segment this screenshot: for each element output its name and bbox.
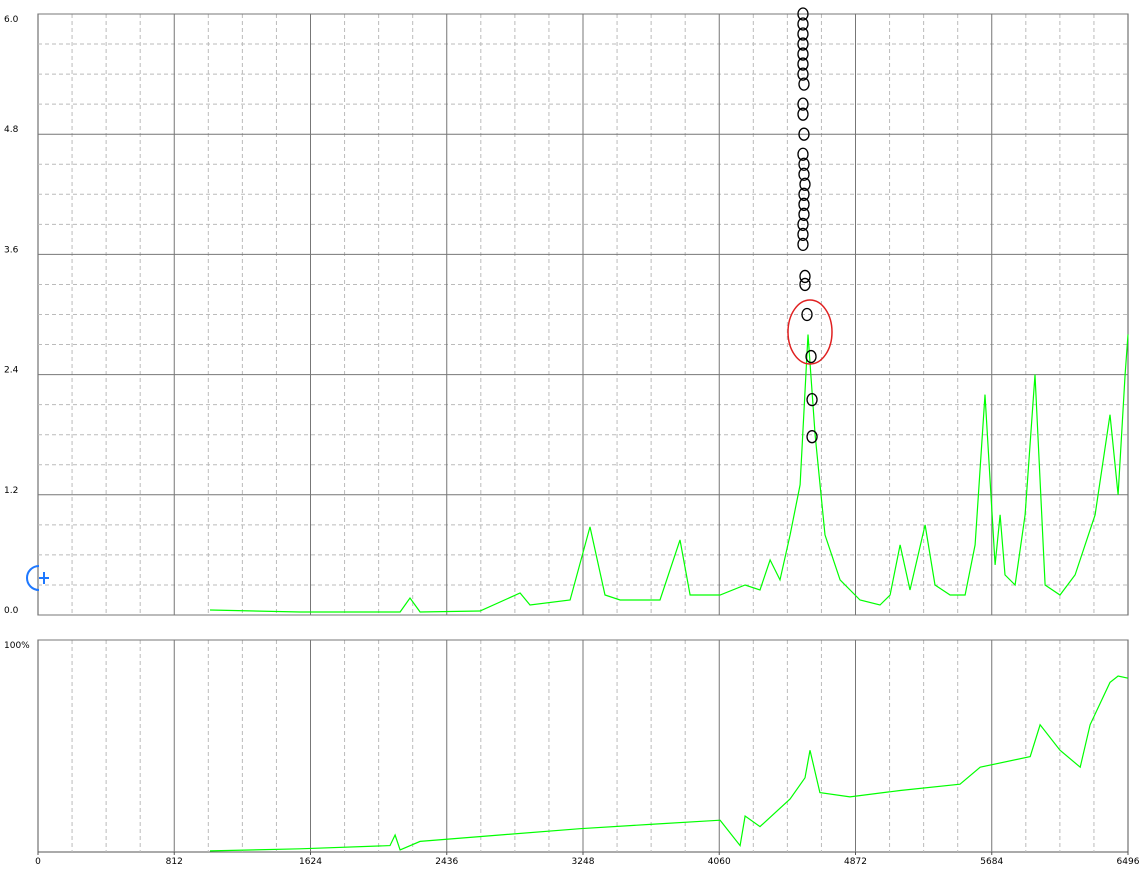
marker	[797, 147, 809, 161]
marker	[798, 167, 810, 181]
x-tick-label: 5684	[980, 857, 1003, 867]
marker	[797, 47, 809, 61]
chart: 100% 0 812 1624 2436 3248 4060 4872 5684 6496	[4, 639, 1140, 867]
x-tick-label: 812	[166, 857, 183, 867]
marker	[798, 157, 810, 171]
x-tick-label: 4060	[708, 857, 731, 867]
y-tick-label: 6.0	[4, 15, 19, 25]
marker	[797, 227, 809, 242]
marker	[798, 207, 810, 221]
marker	[797, 217, 809, 232]
highlight-ring	[787, 299, 833, 365]
marker	[798, 77, 810, 91]
y-tick-label: 1.2	[4, 486, 18, 496]
marker	[797, 37, 809, 51]
marker	[799, 277, 811, 292]
cursor-icon	[26, 565, 49, 591]
marker	[806, 392, 818, 407]
marker	[797, 57, 809, 71]
y-tick-label: 3.6	[4, 245, 19, 255]
marker	[797, 7, 809, 21]
x-tick-label: 3248	[572, 857, 595, 867]
x-tick-label: 4872	[844, 857, 867, 867]
marker	[799, 177, 811, 191]
marker	[797, 67, 809, 81]
marker	[799, 269, 811, 284]
marker	[798, 187, 810, 201]
x-tick-label: 2436	[435, 857, 458, 867]
chart: 0.0 1.2 2.4 3.6 4.8 6.0	[4, 7, 1129, 616]
marker	[805, 349, 817, 364]
icon-arc	[26, 565, 40, 591]
x-tick-label: 1624	[299, 857, 322, 867]
marker	[806, 430, 818, 444]
y-tick-label: 4.8	[4, 125, 19, 135]
y-tick-label: 2.4	[4, 366, 19, 376]
data-line	[209, 675, 1129, 852]
y-tick-label: 100%	[4, 641, 30, 651]
marker	[798, 197, 810, 211]
y-tick-label: 0.0	[4, 606, 19, 616]
marker	[801, 307, 813, 322]
marker	[797, 107, 809, 121]
x-tick-label: 6496	[1117, 857, 1140, 867]
x-tick-label: 0	[35, 857, 41, 867]
charts: 0.0 1.2 2.4 3.6 4.8 6.0 100% 0 812 1624 2436 3248 40…	[4, 7, 1140, 867]
marker	[798, 127, 810, 141]
marker	[797, 17, 809, 31]
marker	[797, 97, 809, 111]
marker	[797, 237, 809, 252]
data-line	[209, 334, 1129, 613]
marker	[797, 27, 809, 41]
